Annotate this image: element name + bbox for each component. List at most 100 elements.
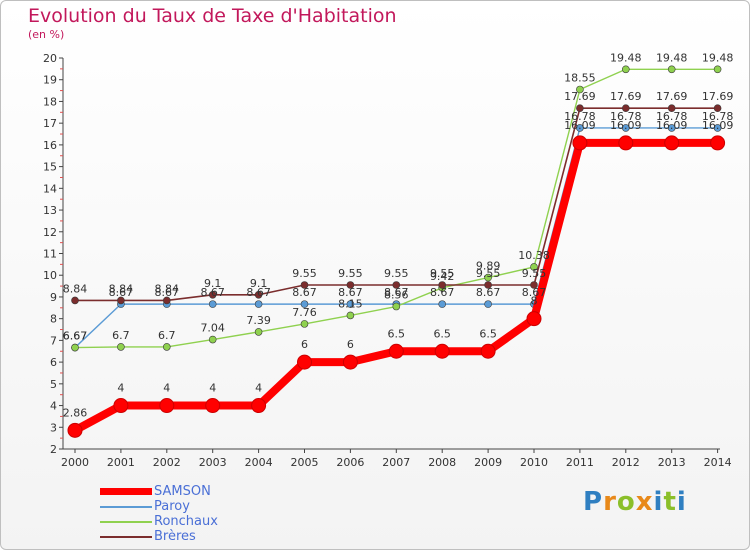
y-tick-label: 11 (43, 248, 57, 261)
series-point (667, 65, 676, 74)
series-point (572, 135, 588, 151)
data-label: 6.67 (63, 330, 88, 343)
series-point (438, 300, 447, 308)
x-tick-label: 2013 (658, 456, 686, 469)
x-tick-label: 2003 (199, 456, 227, 469)
series-point (117, 343, 125, 351)
series-point (297, 354, 312, 370)
data-label: 17.69 (702, 90, 734, 103)
y-tick-label: 7 (50, 334, 57, 347)
series-point (388, 343, 404, 359)
data-label: 10.38 (518, 249, 550, 262)
series-point (713, 104, 722, 112)
chart-title: Evolution du Taux de Taxe d'Habitation (28, 5, 397, 27)
data-label: 16.78 (610, 110, 642, 123)
x-tick-label: 2012 (612, 456, 640, 469)
series-point (618, 135, 634, 151)
series-point (621, 65, 630, 74)
y-tick-label: 9 (50, 291, 57, 304)
data-label: 8.84 (109, 282, 134, 295)
y-tick-label: 10 (43, 269, 57, 282)
data-label: 8.84 (63, 282, 88, 295)
chart-subtitle: (en %) (28, 28, 65, 41)
x-tick-label: 2002 (153, 456, 181, 469)
series-point (346, 300, 355, 308)
series-point (530, 281, 538, 289)
x-tick-label: 2000 (61, 456, 89, 469)
data-label: 16.09 (610, 119, 642, 132)
x-tick-label: 2006 (336, 456, 364, 469)
data-label: 7.39 (246, 314, 271, 327)
y-tick-label: 6 (50, 356, 57, 369)
x-tick-label: 2008 (428, 456, 456, 469)
series-point (300, 320, 309, 328)
data-label: 9.55 (338, 267, 363, 280)
series-point (621, 124, 630, 132)
series-point (163, 343, 171, 351)
y-tick-label: 4 (50, 400, 57, 413)
y-tick-label: 3 (50, 421, 57, 434)
series-point (67, 422, 83, 438)
series-point (208, 300, 217, 308)
data-label: 4 (209, 382, 216, 395)
y-tick-label: 19 (43, 74, 57, 87)
series-point (392, 281, 401, 289)
series-point (346, 281, 355, 289)
series-point (251, 398, 267, 414)
data-label: 8 (531, 295, 538, 308)
series-point (484, 281, 492, 289)
y-tick-label: 8 (50, 313, 57, 326)
data-label: 16.78 (702, 110, 734, 123)
data-label: 6.5 (388, 327, 406, 340)
series-point (254, 300, 263, 308)
data-label: 8.67 (109, 286, 134, 299)
series-point (480, 343, 496, 359)
data-label: 19.48 (610, 51, 642, 64)
data-label: 7.04 (200, 322, 225, 335)
series-point (300, 281, 309, 289)
data-label: 8.67 (430, 286, 455, 299)
data-label: 4 (117, 382, 124, 395)
data-label: 9.55 (292, 267, 317, 280)
series-point (667, 124, 676, 132)
y-tick-label: 16 (43, 139, 57, 152)
series-point (346, 311, 355, 320)
y-tick-label: 2 (50, 443, 57, 456)
data-label: 6 (347, 338, 354, 351)
data-label: 9.1 (204, 277, 222, 290)
x-tick-label: 2014 (704, 456, 732, 469)
y-tick-label: 5 (50, 378, 57, 391)
data-label: 6.5 (479, 327, 497, 340)
data-label: 16.78 (656, 110, 688, 123)
legend-label: Brères (154, 529, 196, 544)
series-point (621, 104, 630, 112)
legend-swatch (100, 488, 152, 495)
x-tick-label: 2009 (474, 456, 502, 469)
data-label: 16.09 (702, 119, 734, 132)
y-tick-label: 17 (43, 117, 57, 130)
legend-swatch (100, 536, 152, 538)
data-label: 6.7 (112, 329, 130, 342)
series-point (667, 104, 676, 112)
data-label: 6 (301, 338, 308, 351)
legend-label: Ronchaux (154, 514, 218, 529)
series-point (208, 290, 217, 299)
series-point (576, 104, 584, 112)
series-point (205, 398, 221, 414)
y-tick-label: 15 (43, 161, 57, 174)
series-point (576, 85, 584, 94)
data-label: 18.55 (564, 71, 596, 84)
legend-swatch (100, 521, 152, 523)
series-point (713, 65, 722, 74)
data-label: 8.67 (476, 286, 501, 299)
series-point (71, 343, 79, 352)
series-point (254, 290, 263, 299)
legend-label: Paroy (154, 499, 190, 514)
series-point (71, 296, 79, 305)
data-label: 6.5 (433, 327, 451, 340)
data-label: 16.09 (564, 119, 596, 132)
series-point (113, 398, 129, 414)
series-point (342, 354, 358, 370)
